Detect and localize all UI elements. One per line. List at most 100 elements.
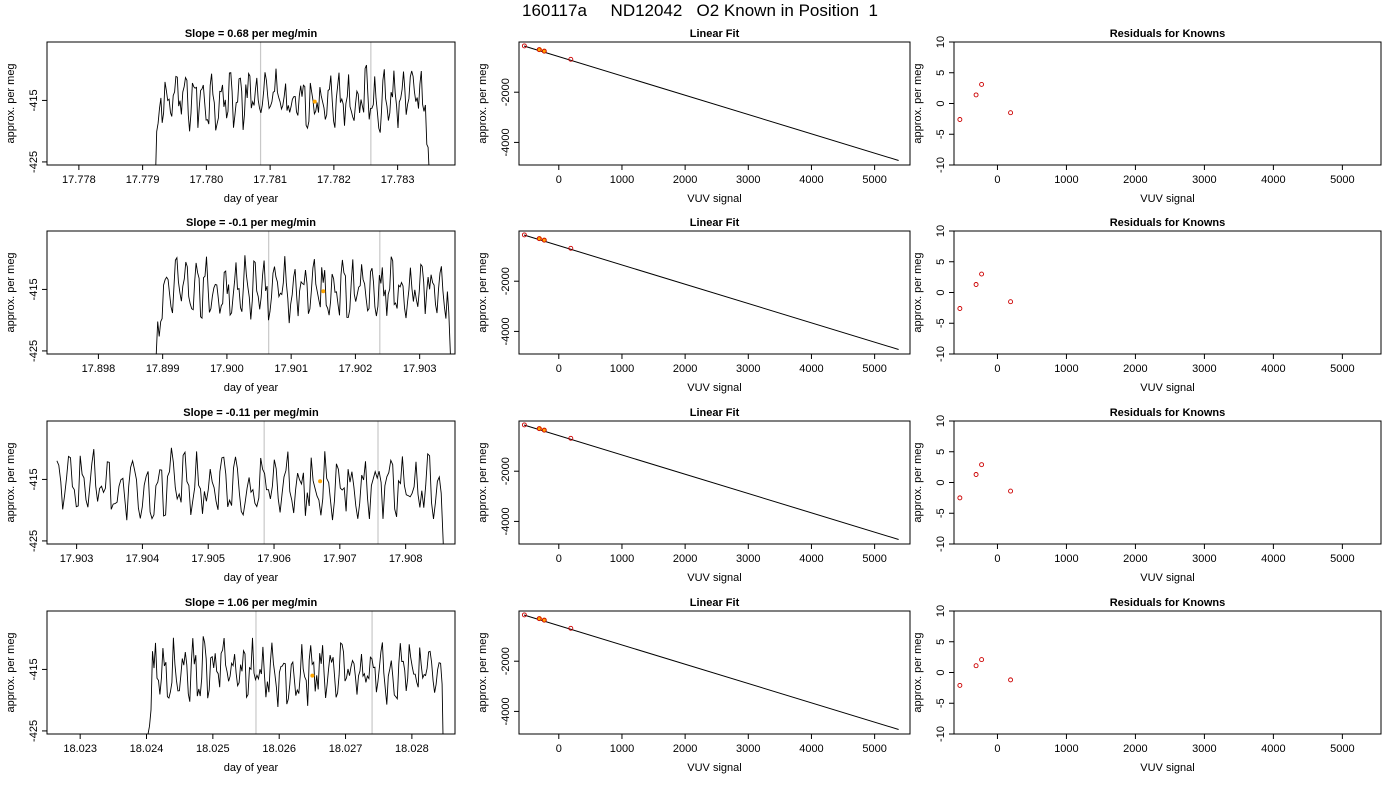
x-axis-label: VUV signal — [687, 382, 741, 394]
plot-area — [957, 462, 1014, 501]
x-axis-ticks: 17.903 17.904 17.905 17.906 17.907 17.908 — [60, 544, 423, 565]
x-tick-label: 1000 — [610, 174, 634, 186]
plot-area — [521, 612, 899, 730]
panel-title: Linear Fit — [690, 217, 740, 229]
x-axis-ticks: 17.778 17.779 17.780 17.781 17.782 17.783 — [62, 165, 414, 186]
y-tick-label: -2000 — [500, 647, 512, 675]
x-tick-label: 4000 — [1261, 553, 1285, 565]
y-axis-ticks: -4000 -2000 — [500, 78, 519, 156]
y-axis-label: approx. per meg — [477, 63, 489, 143]
x-tick-label: 17.903 — [403, 363, 437, 375]
x-tick-label: 5000 — [862, 553, 886, 565]
panel-title: Slope = 1.06 per meg/min — [185, 597, 318, 609]
residual-point — [973, 282, 979, 287]
residual-point — [979, 462, 985, 468]
fit-line — [523, 614, 899, 730]
x-tick-label: 2000 — [673, 174, 697, 186]
y-axis-ticks: -10 -5 0 5 10 — [935, 36, 954, 173]
residual-point — [973, 92, 979, 98]
y-tick-label: 10 — [935, 36, 947, 48]
residual-point — [979, 81, 985, 87]
y-axis-ticks: -10 -5 0 5 10 — [935, 415, 954, 552]
y-tick-label: -415 — [28, 658, 40, 680]
y-axis-label: approx. per meg — [912, 252, 924, 332]
x-tick-label: 0 — [994, 743, 1000, 755]
y-tick-label: -2000 — [500, 457, 512, 485]
y-axis-label: approx. per meg — [5, 252, 17, 332]
y-tick-label: 0 — [935, 289, 947, 295]
x-tick-label: 3000 — [1192, 174, 1216, 186]
x-tick-label: 5000 — [862, 174, 886, 186]
data-point — [536, 236, 542, 242]
plot-frame — [46, 610, 456, 735]
data-trace — [56, 447, 444, 544]
residual-point — [973, 663, 979, 669]
plot-frame — [518, 610, 911, 735]
y-tick-label: 10 — [935, 605, 947, 617]
data-point — [521, 43, 527, 49]
y-tick-label: 5 — [935, 259, 947, 265]
plot-frame — [46, 41, 456, 166]
x-tick-label: 1000 — [610, 363, 634, 375]
y-tick-label: -5 — [935, 318, 947, 328]
data-point — [541, 617, 547, 623]
y-tick-label: -425 — [28, 340, 40, 362]
y-tick-label: -4000 — [500, 317, 512, 345]
x-tick-label: 5000 — [862, 363, 886, 375]
x-tick-label: 2000 — [673, 363, 697, 375]
panel-title: Linear Fit — [690, 597, 740, 609]
x-tick-label: 17.899 — [146, 363, 180, 375]
panel-2-fit: Linear Fit VUV signal approx. per meg 0 1000… — [477, 217, 911, 394]
panel-4-fit: Linear Fit VUV signal approx. per meg 0 1000… — [477, 597, 911, 774]
x-axis-ticks: 0 1000 2000 3000 4000 5000 — [556, 165, 887, 186]
panel-title: Slope = 0.68 per meg/min — [185, 28, 318, 40]
plot-area — [521, 43, 899, 161]
y-axis-label: approx. per meg — [912, 442, 924, 522]
x-axis-ticks: 0 1000 2000 3000 4000 5000 — [556, 354, 887, 375]
residual-point — [979, 657, 985, 663]
plot-frame — [953, 230, 1382, 355]
residual-point — [957, 682, 963, 688]
y-axis-ticks: -425 -415 — [28, 468, 47, 552]
x-axis-ticks: 0 1000 2000 3000 4000 5000 — [994, 544, 1355, 565]
x-axis-ticks: 0 1000 2000 3000 4000 5000 — [556, 734, 887, 755]
data-point — [541, 237, 547, 243]
x-tick-label: 0 — [556, 363, 562, 375]
residual-point — [1008, 677, 1014, 683]
x-tick-label: 3000 — [736, 363, 760, 375]
panel-4-residuals: Residuals for Knowns VUV signal approx. pe… — [912, 597, 1382, 774]
y-axis-ticks: -10 -5 0 5 10 — [935, 605, 954, 742]
data-point — [568, 245, 574, 251]
y-axis-ticks: -10 -5 0 5 10 — [935, 225, 954, 362]
y-tick-label: -415 — [28, 89, 40, 111]
data-point — [568, 56, 574, 62]
y-tick-label: 10 — [935, 415, 947, 427]
data-point — [536, 426, 542, 432]
x-tick-label: 17.898 — [82, 363, 116, 375]
y-tick-label: -415 — [28, 468, 40, 490]
residual-point — [979, 271, 985, 277]
residual-point — [973, 472, 979, 477]
y-tick-label: -4000 — [500, 128, 512, 156]
x-tick-label: 17.908 — [389, 553, 423, 565]
x-tick-label: 17.905 — [191, 553, 225, 565]
data-trace — [155, 64, 430, 165]
x-tick-label: 0 — [994, 553, 1000, 565]
panel-title: Residuals for Knowns — [1110, 217, 1226, 229]
x-tick-label: 3000 — [1192, 553, 1216, 565]
y-tick-label: -10 — [935, 726, 947, 742]
plot-area — [155, 231, 451, 354]
residual-point — [957, 495, 963, 501]
fit-line — [523, 234, 899, 350]
residual-point — [1008, 110, 1014, 116]
data-point — [568, 625, 574, 631]
plot-area — [957, 657, 1014, 688]
y-axis-label: approx. per meg — [5, 442, 17, 522]
fit-line — [523, 45, 899, 161]
x-tick-label: 3000 — [1192, 743, 1216, 755]
y-axis-label: approx. per meg — [5, 63, 17, 143]
y-tick-label: 5 — [935, 639, 947, 645]
x-tick-label: 5000 — [1330, 743, 1354, 755]
plot-area — [521, 422, 899, 540]
x-tick-label: 17.778 — [62, 174, 96, 186]
